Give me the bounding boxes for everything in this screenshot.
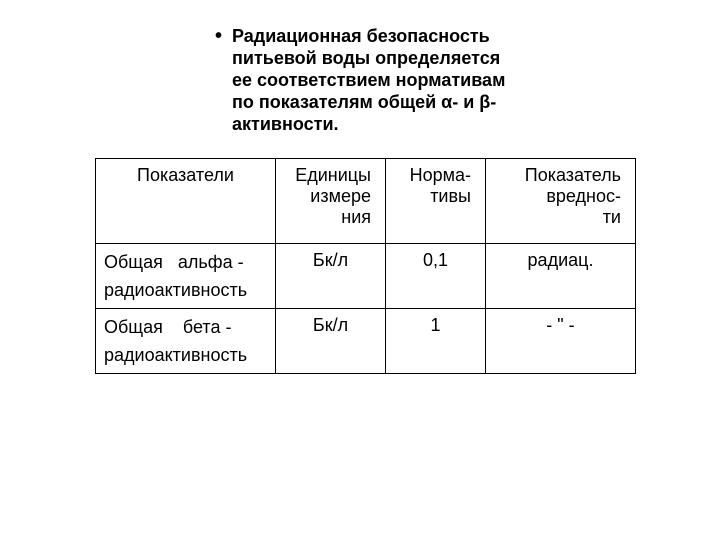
cell-units: Бк/л: [276, 309, 386, 374]
header-text: тивы: [430, 186, 471, 206]
cell-hazard: радиац.: [486, 244, 636, 309]
cell-norm: 1: [386, 309, 486, 374]
cell-units: Бк/л: [276, 244, 386, 309]
radiation-table: Показатели Единицы измере ния Норма- тив…: [95, 158, 635, 374]
bullet-item: • Радиационная безопасность питьевой вод…: [215, 25, 515, 135]
header-text: ния: [341, 207, 371, 227]
cell-norm: 0,1: [386, 244, 486, 309]
header-norms: Норма- тивы: [386, 159, 486, 244]
table-row: Общая бета - радиоактивность Бк/л 1 - " …: [96, 309, 636, 374]
cell-text: Общая альфа -: [104, 252, 244, 272]
header-indicators: Показатели: [96, 159, 276, 244]
cell-param: Общая бета - радиоактивность: [96, 309, 276, 374]
cell-param: Общая альфа - радиоактивность: [96, 244, 276, 309]
table-header-row: Показатели Единицы измере ния Норма- тив…: [96, 159, 636, 244]
header-text: измере: [310, 186, 371, 206]
cell-hazard: - " -: [486, 309, 636, 374]
bullet-marker-icon: •: [215, 25, 222, 47]
header-hazard: Показатель вреднос- ти: [486, 159, 636, 244]
cell-text: радиоактивность: [104, 280, 247, 300]
header-text: Показатели: [137, 165, 234, 185]
cell-text: радиоактивность: [104, 345, 247, 365]
bullet-block: • Радиационная безопасность питьевой вод…: [215, 25, 515, 135]
header-text: Единицы: [295, 165, 371, 185]
data-table: Показатели Единицы измере ния Норма- тив…: [95, 158, 636, 374]
header-text: ти: [603, 207, 621, 227]
header-text: Норма-: [410, 165, 471, 185]
table-row: Общая альфа - радиоактивность Бк/л 0,1 р…: [96, 244, 636, 309]
bullet-text: Радиационная безопасность питьевой воды …: [232, 25, 515, 135]
cell-text: Общая бета -: [104, 317, 231, 337]
header-units: Единицы измере ния: [276, 159, 386, 244]
header-text: вреднос-: [546, 186, 621, 206]
header-text: Показатель: [525, 165, 621, 185]
